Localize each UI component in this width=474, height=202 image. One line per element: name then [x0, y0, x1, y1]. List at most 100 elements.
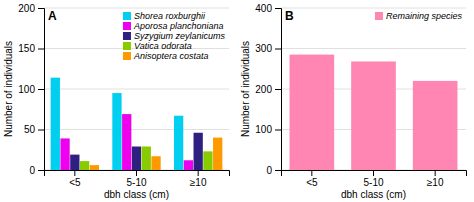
x-axis: <5 5-10 ≥10 [282, 170, 467, 188]
bar [80, 161, 89, 170]
tick: ≥10 [190, 170, 207, 188]
legend-label: Aporosa planchoniana [133, 21, 224, 31]
tick-label: 100 [18, 84, 35, 95]
tick-label: 200 [255, 84, 272, 95]
tick-mark [275, 8, 281, 9]
tick-label: ≥10 [190, 177, 207, 188]
bar [60, 138, 69, 170]
tick: <5 [69, 170, 81, 188]
tick-label: 150 [18, 43, 35, 54]
tick-label: 0 [266, 165, 272, 176]
y-axis: 0 50 100 150 200 [18, 3, 44, 176]
legend-label: Vatica odorata [134, 41, 192, 51]
axis-line [45, 171, 230, 177]
tick-label: 0 [29, 165, 35, 176]
tick: 400 [255, 3, 281, 14]
tick-label: 400 [255, 3, 272, 14]
tick-mark [198, 170, 199, 176]
bar [112, 93, 121, 170]
bar [122, 114, 131, 170]
grid-line [44, 129, 229, 130]
grid-line [44, 89, 229, 90]
legend-item: Vatica odorata [123, 41, 192, 51]
chart-svg: <5 5-10 ≥10 0 50 100 150 200 dbh class (cm) Numbe… [0, 0, 474, 202]
tick-label: 200 [18, 3, 35, 14]
legend: Shorea roxburghiiAporosa planchonianaSyz… [123, 11, 226, 61]
legend-label: Shorea roxburghii [134, 11, 206, 21]
legend-swatch [123, 32, 131, 40]
tick-label: <5 [69, 177, 81, 188]
axis-line [282, 171, 467, 177]
bar [184, 160, 193, 170]
tick: 0 [29, 165, 44, 176]
legend-item: Shorea roxburghii [123, 11, 206, 21]
grid-line [281, 48, 466, 49]
grid-line [281, 8, 466, 9]
tick: 5-10 [126, 170, 146, 188]
y-axis-title: Number of individuals [240, 41, 251, 137]
bar [132, 147, 141, 170]
tick: ≥10 [427, 170, 444, 188]
legend-label: Syzygium zeylanicums [134, 31, 226, 41]
tick-label: 5-10 [363, 177, 383, 188]
tick-mark [275, 170, 281, 171]
tick-label: 100 [255, 124, 272, 135]
tick-label: 5-10 [126, 177, 146, 188]
tick-label: 50 [24, 124, 36, 135]
tick-mark [38, 170, 44, 171]
grid [281, 8, 466, 170]
legend-swatch [123, 42, 131, 50]
tick-label: 300 [255, 43, 272, 54]
axis-line [275, 9, 282, 171]
tick: 200 [18, 3, 44, 14]
tick: 50 [24, 124, 44, 135]
tick: 100 [18, 84, 44, 95]
tick-mark [74, 170, 75, 176]
bar [174, 116, 183, 170]
legend-item: Aporosa planchoniana [123, 21, 224, 31]
bar [351, 61, 396, 170]
axis-line [38, 9, 45, 171]
bar [51, 78, 60, 170]
tick-mark [38, 49, 44, 50]
tick-mark [435, 170, 436, 176]
grid-line [44, 8, 229, 9]
legend-swatch [123, 52, 131, 60]
legend-item: Anisoptera costata [123, 51, 209, 61]
grid [44, 8, 229, 170]
bar [203, 151, 212, 170]
tick-label: <5 [306, 177, 318, 188]
bar [194, 133, 203, 170]
x-axis: <5 5-10 ≥10 [45, 170, 230, 188]
plot-area [290, 55, 458, 170]
tick: 100 [255, 124, 281, 135]
tick-mark [38, 130, 44, 131]
y-axis-title: Number of individuals [3, 41, 14, 137]
tick-mark [136, 170, 137, 176]
bar [151, 156, 160, 170]
tick-mark [38, 8, 44, 9]
tick-label: ≥10 [427, 177, 444, 188]
tick: 5-10 [363, 170, 383, 188]
panel-title: A [48, 9, 57, 23]
bar [142, 147, 151, 170]
tick-mark [311, 170, 312, 176]
tick: 0 [266, 165, 281, 176]
x-axis-title: dbh class (cm) [104, 189, 169, 200]
x-axis-title: dbh class (cm) [341, 189, 406, 200]
tick-mark [38, 89, 44, 90]
legend-item: Syzygium zeylanicums [123, 31, 226, 41]
tick-mark [373, 170, 374, 176]
bar [413, 81, 458, 170]
legend-swatch [123, 12, 131, 20]
legend-label: Remaining species [386, 11, 463, 21]
tick-mark [275, 89, 281, 90]
panel: <5 5-10 ≥10 0 100 200 300 400 dbh class (cm) Numb… [240, 3, 467, 200]
legend-swatch [123, 22, 131, 30]
tick: <5 [306, 170, 318, 188]
bar [290, 55, 335, 170]
legend-swatch [375, 12, 383, 20]
tick: 150 [18, 43, 44, 54]
tick-mark [275, 130, 281, 131]
legend-label: Anisoptera costata [133, 51, 209, 61]
